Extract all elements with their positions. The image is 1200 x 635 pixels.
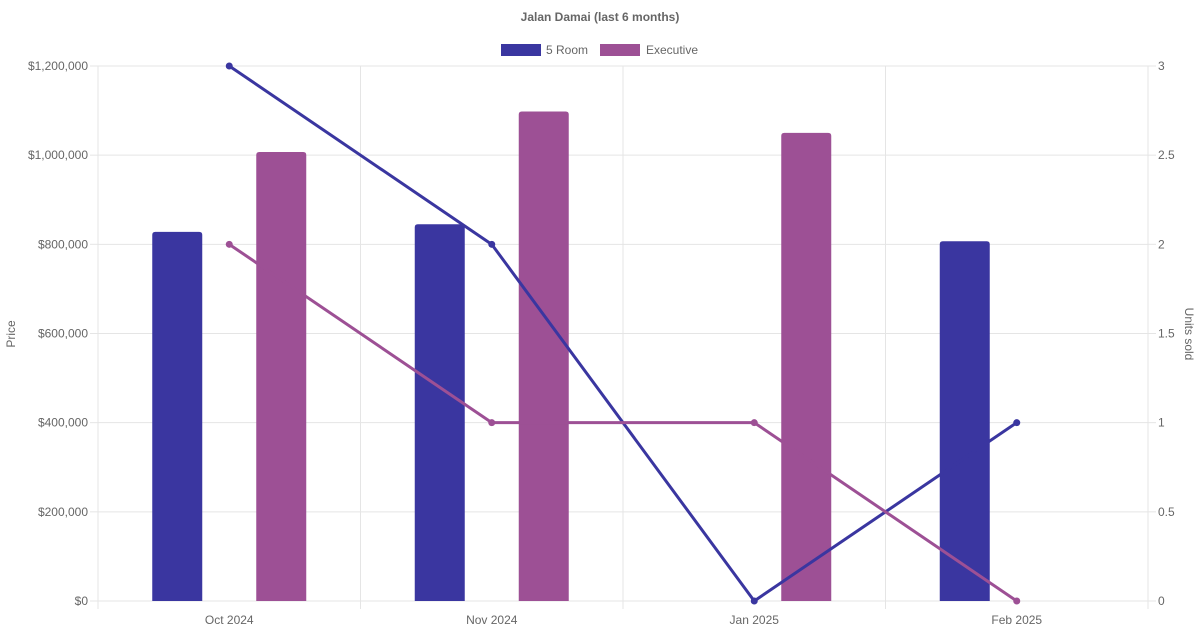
x-tick-label: Jan 2025 xyxy=(730,613,780,627)
y-axis-title: Price xyxy=(4,320,18,348)
y2-tick-label: 2.5 xyxy=(1158,148,1175,162)
y2-tick-label: 1 xyxy=(1158,416,1165,430)
y2-axis-title: Units sold xyxy=(1182,308,1196,361)
y2-tick-label: 0 xyxy=(1158,594,1165,608)
y-tick-label: $0 xyxy=(75,594,89,608)
point-executive[interactable] xyxy=(750,419,758,427)
lines xyxy=(225,62,1021,605)
legend-swatch-executive xyxy=(600,44,640,56)
legend: 5 Room Executive xyxy=(501,43,698,57)
point-executive[interactable] xyxy=(488,419,496,427)
line-executive xyxy=(228,243,1018,603)
y-tick-label: $200,000 xyxy=(38,505,88,519)
bar-5-room[interactable] xyxy=(414,224,465,602)
bars xyxy=(152,111,990,602)
point-5-room[interactable] xyxy=(488,240,496,248)
x-tick-label: Nov 2024 xyxy=(466,613,518,627)
legend-label-executive: Executive xyxy=(646,43,698,57)
legend-label-5-room: 5 Room xyxy=(546,43,588,57)
bar-executive[interactable] xyxy=(781,132,832,601)
axes: $0 0 $200,000 0.5 $400,000 1 $600,000 1.5 $800,0… xyxy=(28,59,1175,627)
legend-item-5-room[interactable]: 5 Room xyxy=(501,43,588,57)
point-5-room[interactable] xyxy=(750,597,758,605)
y-tick-label: $1,200,000 xyxy=(28,59,88,73)
y-tick-label: $1,000,000 xyxy=(28,148,88,162)
legend-item-executive[interactable]: Executive xyxy=(600,43,698,57)
bar-5-room[interactable] xyxy=(939,241,990,601)
y2-tick-label: 3 xyxy=(1158,59,1165,73)
y2-tick-label: 0.5 xyxy=(1158,505,1175,519)
x-tick-label: Oct 2024 xyxy=(205,613,254,627)
bar-executive[interactable] xyxy=(256,152,307,601)
legend-swatch-5-room xyxy=(501,44,541,56)
x-tick-label: Feb 2025 xyxy=(991,613,1042,627)
bar-5-room[interactable] xyxy=(152,231,203,601)
point-executive[interactable] xyxy=(225,240,233,248)
point-executive[interactable] xyxy=(1013,597,1021,605)
y-tick-label: $400,000 xyxy=(38,416,88,430)
y-tick-label: $800,000 xyxy=(38,237,88,251)
y-tick-label: $600,000 xyxy=(38,327,88,341)
y2-tick-label: 1.5 xyxy=(1158,327,1175,341)
point-5-room[interactable] xyxy=(225,62,233,70)
bar-executive[interactable] xyxy=(518,111,569,601)
grid xyxy=(90,65,1156,609)
chart-title: Jalan Damai (last 6 months) xyxy=(521,10,680,24)
point-5-room[interactable] xyxy=(1013,419,1021,427)
y2-tick-label: 2 xyxy=(1158,237,1165,251)
